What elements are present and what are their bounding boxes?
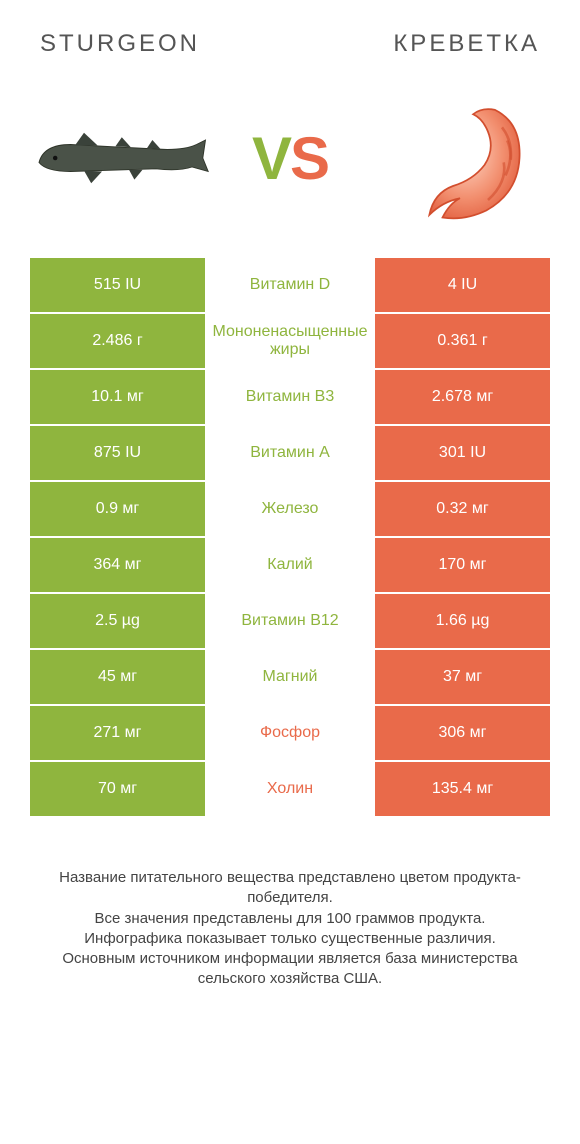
nutrient-name: Фосфор	[205, 706, 375, 760]
nutrient-name: Калий	[205, 538, 375, 592]
right-value: 4 IU	[375, 258, 550, 312]
right-value: 135.4 мг	[375, 762, 550, 816]
left-value: 875 IU	[30, 426, 205, 480]
title-left: STURGEON	[40, 30, 200, 58]
table-row: 10.1 мгВитамин B32.678 мг	[30, 370, 550, 426]
footer-line: Название питательного вещества представл…	[30, 868, 550, 909]
left-value: 2.5 µg	[30, 594, 205, 648]
table-row: 875 IUВитамин A301 IU	[30, 426, 550, 482]
hero: VS	[0, 68, 580, 258]
comparison-table: 515 IUВитамин D4 IU2.486 гМононенасыщенн…	[30, 258, 550, 818]
sturgeon-image	[30, 93, 210, 223]
nutrient-name: Магний	[205, 650, 375, 704]
vs-v: V	[252, 125, 290, 192]
right-value: 301 IU	[375, 426, 550, 480]
footer-notes: Название питательного вещества представл…	[0, 818, 580, 990]
table-row: 0.9 мгЖелезо0.32 мг	[30, 482, 550, 538]
left-value: 515 IU	[30, 258, 205, 312]
vs-label: VS	[252, 124, 328, 193]
table-row: 271 мгФосфор306 мг	[30, 706, 550, 762]
nutrient-name: Мононенасыщенные жиры	[205, 314, 375, 368]
nutrient-name: Железо	[205, 482, 375, 536]
nutrient-name: Холин	[205, 762, 375, 816]
table-row: 364 мгКалий170 мг	[30, 538, 550, 594]
table-row: 70 мгХолин135.4 мг	[30, 762, 550, 818]
title-right: КРЕВЕТКА	[393, 30, 540, 58]
left-value: 10.1 мг	[30, 370, 205, 424]
right-value: 2.678 мг	[375, 370, 550, 424]
left-value: 45 мг	[30, 650, 205, 704]
shrimp-image	[370, 93, 550, 223]
right-value: 37 мг	[375, 650, 550, 704]
nutrient-name: Витамин A	[205, 426, 375, 480]
left-value: 2.486 г	[30, 314, 205, 368]
nutrient-name: Витамин D	[205, 258, 375, 312]
left-value: 0.9 мг	[30, 482, 205, 536]
nutrient-name: Витамин B12	[205, 594, 375, 648]
right-value: 0.32 мг	[375, 482, 550, 536]
right-value: 0.361 г	[375, 314, 550, 368]
right-value: 1.66 µg	[375, 594, 550, 648]
footer-line: Все значения представлены для 100 граммо…	[30, 909, 550, 929]
left-value: 364 мг	[30, 538, 205, 592]
header: STURGEON КРЕВЕТКА	[0, 0, 580, 68]
table-row: 2.5 µgВитамин B121.66 µg	[30, 594, 550, 650]
table-row: 515 IUВитамин D4 IU	[30, 258, 550, 314]
right-value: 306 мг	[375, 706, 550, 760]
footer-line: Основным источником информации является …	[30, 949, 550, 990]
right-value: 170 мг	[375, 538, 550, 592]
footer-line: Инфографика показывает только существенн…	[30, 929, 550, 949]
table-row: 2.486 гМононенасыщенные жиры0.361 г	[30, 314, 550, 370]
left-value: 70 мг	[30, 762, 205, 816]
nutrient-name: Витамин B3	[205, 370, 375, 424]
left-value: 271 мг	[30, 706, 205, 760]
vs-s: S	[290, 125, 328, 192]
table-row: 45 мгМагний37 мг	[30, 650, 550, 706]
